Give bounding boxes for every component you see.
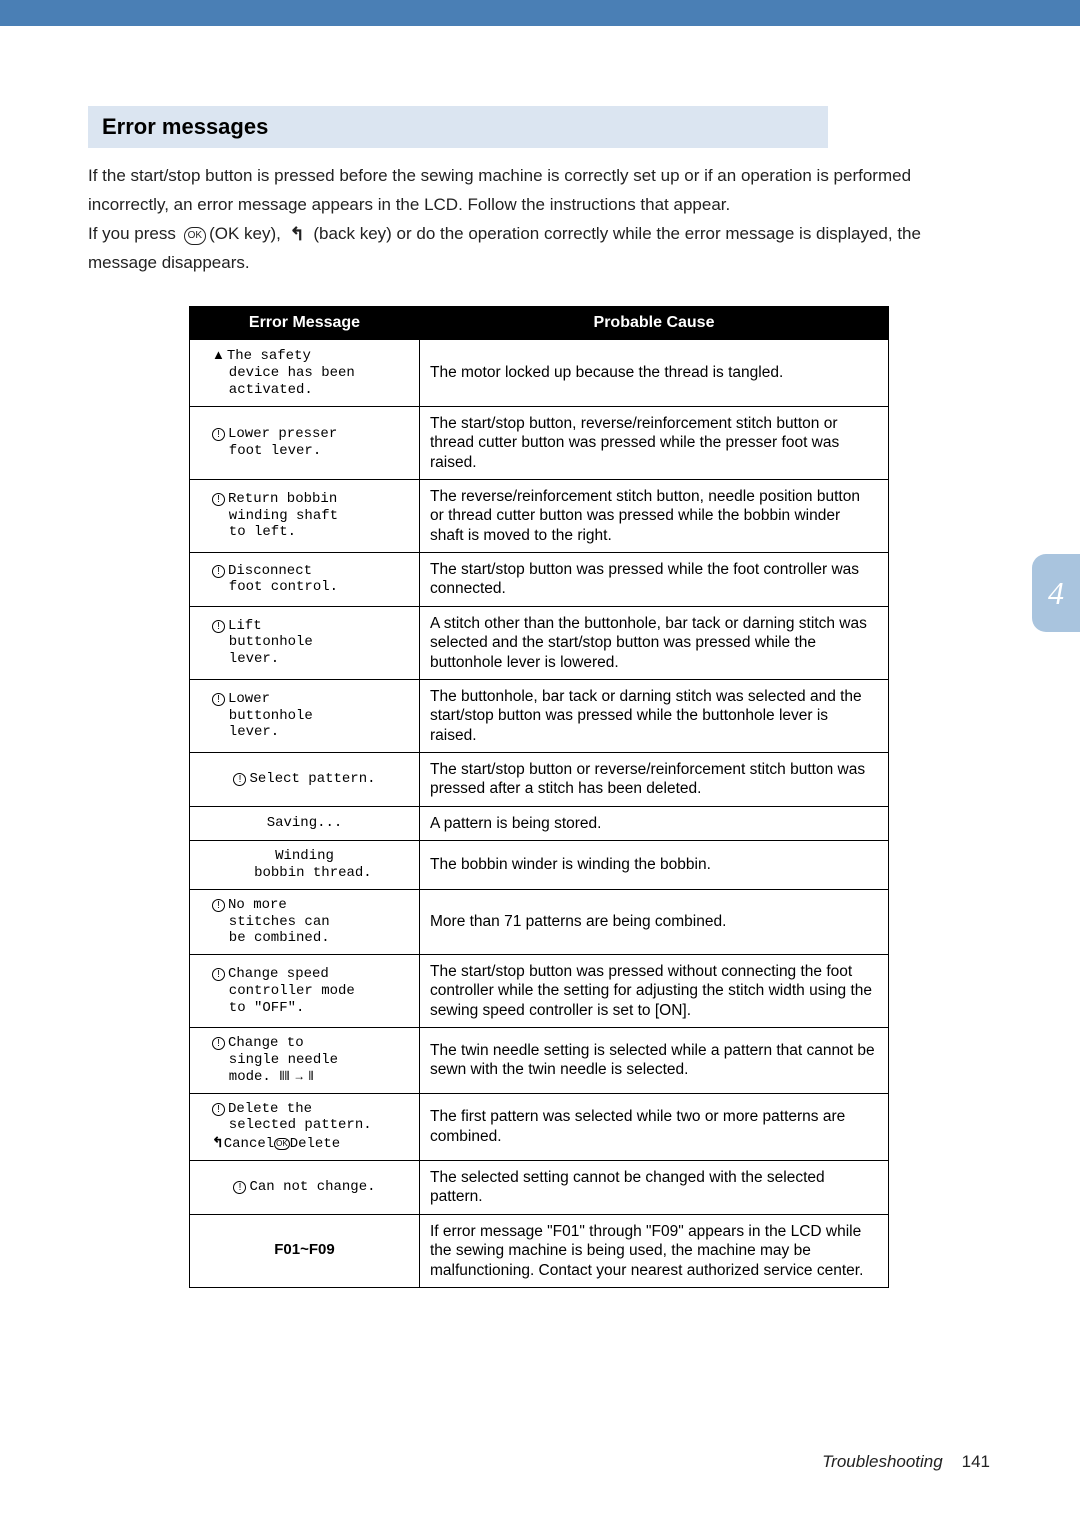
- error-message-cell: !No more stitches can be combined.: [190, 889, 420, 954]
- table-row: !Select pattern.The start/stop button or…: [190, 753, 889, 807]
- error-message-cell: !Lower buttonhole lever.: [190, 679, 420, 752]
- footer-page: 141: [962, 1452, 990, 1471]
- error-message-cell: !Change speed controller mode to "OFF".: [190, 955, 420, 1028]
- table-row: !Lift buttonhole lever.A stitch other th…: [190, 606, 889, 679]
- error-message-cell: Saving...: [190, 806, 420, 840]
- probable-cause-cell: The first pattern was selected while two…: [420, 1093, 889, 1160]
- table-row: !Lower buttonhole lever.The buttonhole, …: [190, 679, 889, 752]
- probable-cause-cell: If error message "F01" through "F09" app…: [420, 1214, 889, 1287]
- footer: Troubleshooting 141: [822, 1452, 990, 1472]
- error-message-cell: !Can not change.: [190, 1161, 420, 1215]
- probable-cause-cell: A pattern is being stored.: [420, 806, 889, 840]
- table-body: ▲The safety device has been activated.Th…: [190, 340, 889, 1288]
- error-message-cell: !Return bobbin winding shaft to left.: [190, 479, 420, 552]
- error-message-cell: ▲The safety device has been activated.: [190, 340, 420, 406]
- probable-cause-cell: The selected setting cannot be changed w…: [420, 1161, 889, 1215]
- error-message-cell: !Lower presser foot lever.: [190, 406, 420, 479]
- probable-cause-cell: The start/stop button was pressed withou…: [420, 955, 889, 1028]
- table-header-row: Error Message Probable Cause: [190, 307, 889, 340]
- table-row: !No more stitches can be combined.More t…: [190, 889, 889, 954]
- error-message-cell: F01~F09: [190, 1214, 420, 1287]
- table-row: !Can not change.The selected setting can…: [190, 1161, 889, 1215]
- page-heading: Error messages: [102, 114, 814, 140]
- probable-cause-cell: The start/stop button, reverse/reinforce…: [420, 406, 889, 479]
- heading-box: Error messages: [88, 106, 828, 148]
- table-row: Winding bobbin thread.The bobbin winder …: [190, 841, 889, 890]
- probable-cause-cell: The motor locked up because the thread i…: [420, 340, 889, 406]
- header-probable-cause: Probable Cause: [420, 307, 889, 340]
- probable-cause-cell: The start/stop button or reverse/reinfor…: [420, 753, 889, 807]
- table-row: !Disconnect foot control.The start/stop …: [190, 553, 889, 607]
- probable-cause-cell: The reverse/reinforcement stitch button,…: [420, 479, 889, 552]
- error-message-cell: !Select pattern.: [190, 753, 420, 807]
- intro-line-2: incorrectly, an error message appears in…: [88, 191, 990, 218]
- header-error-message: Error Message: [190, 307, 420, 340]
- table-row: !Lower presser foot lever.The start/stop…: [190, 406, 889, 479]
- error-message-cell: !Change to single needle mode. ⦀⦀ → ⦀: [190, 1028, 420, 1093]
- top-bar: [0, 0, 1080, 26]
- probable-cause-cell: The start/stop button was pressed while …: [420, 553, 889, 607]
- intro-line-1: If the start/stop button is pressed befo…: [88, 162, 990, 189]
- intro-3b: (OK key),: [209, 224, 286, 243]
- table-row: !Return bobbin winding shaft to left.The…: [190, 479, 889, 552]
- probable-cause-cell: The twin needle setting is selected whil…: [420, 1028, 889, 1093]
- chapter-number: 4: [1048, 575, 1064, 612]
- probable-cause-cell: A stitch other than the buttonhole, bar …: [420, 606, 889, 679]
- main-content: Error messages If the start/stop button …: [0, 26, 1080, 1288]
- error-message-cell: !Lift buttonhole lever.: [190, 606, 420, 679]
- table-row: !Change speed controller mode to "OFF".T…: [190, 955, 889, 1028]
- chapter-tab: 4: [1032, 554, 1080, 632]
- ok-key-icon: OK: [184, 227, 206, 245]
- table-row: !Change to single needle mode. ⦀⦀ → ⦀The…: [190, 1028, 889, 1093]
- table-row: !Delete the selected pattern.↰CancelOKDe…: [190, 1093, 889, 1160]
- intro-3a: If you press: [88, 224, 181, 243]
- back-arrow-icon: ↰: [290, 220, 305, 249]
- error-table-wrap: Error Message Probable Cause ▲The safety…: [189, 306, 889, 1288]
- probable-cause-cell: The bobbin winder is winding the bobbin.: [420, 841, 889, 890]
- intro-line-3: If you press OK(OK key), ↰ (back key) or…: [88, 224, 921, 243]
- error-message-cell: Winding bobbin thread.: [190, 841, 420, 890]
- intro-line-4: message disappears.: [88, 249, 990, 276]
- error-message-cell: !Delete the selected pattern.↰CancelOKDe…: [190, 1093, 420, 1160]
- error-table: Error Message Probable Cause ▲The safety…: [189, 306, 889, 1288]
- error-message-cell: !Disconnect foot control.: [190, 553, 420, 607]
- table-row: F01~F09If error message "F01" through "F…: [190, 1214, 889, 1287]
- probable-cause-cell: The buttonhole, bar tack or darning stit…: [420, 679, 889, 752]
- footer-section: Troubleshooting: [822, 1452, 943, 1471]
- table-row: ▲The safety device has been activated.Th…: [190, 340, 889, 406]
- intro-3c: (back key) or do the operation correctly…: [309, 224, 921, 243]
- probable-cause-cell: More than 71 patterns are being combined…: [420, 889, 889, 954]
- table-row: Saving...A pattern is being stored.: [190, 806, 889, 840]
